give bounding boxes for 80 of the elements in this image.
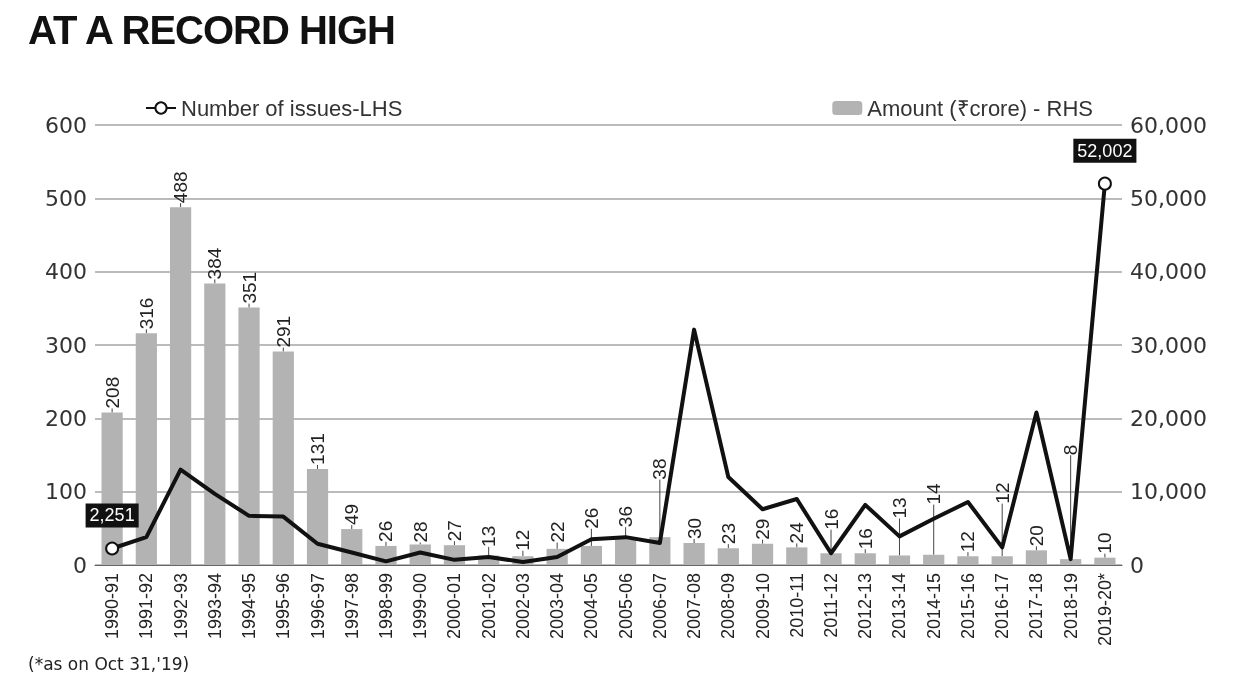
x-tick-label: 2013-14: [889, 573, 910, 640]
x-tick-label: 2006-07: [649, 573, 670, 640]
data-label: 488: [170, 171, 192, 204]
x-tick-label: 1998-99: [375, 573, 396, 640]
data-label: 13: [888, 497, 910, 519]
data-label: 12: [957, 531, 979, 553]
x-tick-label: 2001-02: [478, 573, 499, 640]
y-tick-label: 200: [45, 405, 87, 431]
data-label: 10: [1094, 532, 1116, 554]
x-tick-label: 1999-00: [410, 573, 431, 640]
data-label: 22: [546, 521, 568, 543]
y2-tick-label: 50,000: [1130, 185, 1207, 211]
x-tick-label: 2008-09: [718, 573, 739, 640]
data-label: 29: [752, 518, 774, 540]
data-label: 13: [478, 525, 500, 547]
legend-label: Amount (₹crore) - RHS: [867, 95, 1094, 121]
data-label: 30: [683, 517, 705, 539]
x-tick-label: 2015-16: [957, 573, 978, 640]
x-tick-label: 2017-18: [1026, 573, 1047, 640]
data-label: 14: [923, 483, 945, 505]
x-tick-label: 1992-93: [170, 573, 191, 640]
data-label: 23: [717, 522, 739, 545]
data-label: 131: [307, 433, 329, 465]
data-label: 384: [204, 247, 226, 280]
y2-tick-label: 20,000: [1130, 405, 1207, 431]
data-label: 2,251: [89, 505, 135, 526]
x-tick-label: 1993-94: [204, 573, 225, 640]
y2-tick-label: 10,000: [1130, 479, 1207, 505]
data-label: 8: [1060, 444, 1082, 456]
data-label: 20: [1025, 525, 1047, 547]
x-tick-label: 2012-13: [855, 573, 876, 640]
x-tick-label: 1996-97: [307, 573, 328, 640]
data-label: 316: [135, 297, 157, 330]
data-label: 26: [580, 507, 602, 529]
y-tick-label: 300: [45, 332, 87, 358]
y-tick-label: 100: [45, 479, 87, 505]
data-label: 12: [512, 529, 534, 551]
x-tick-label: 1995-96: [273, 573, 294, 640]
data-label: 36: [615, 505, 637, 528]
y2-tick-label: 60,000: [1130, 112, 1207, 138]
data-label: 16: [854, 528, 876, 550]
y2-tick-label: 0: [1130, 552, 1144, 578]
x-tick-label: 1990-91: [102, 573, 123, 640]
data-label: 49: [341, 503, 363, 526]
x-tick-label: 2016-17: [992, 573, 1013, 640]
data-label: 12: [991, 482, 1013, 504]
x-tick-label: 2009-10: [752, 573, 773, 640]
chart-title: AT A RECORD HIGH: [28, 8, 395, 53]
x-tick-label: 2014-15: [923, 573, 944, 640]
legend-label: Number of issues-LHS: [181, 95, 403, 121]
data-label: 208: [101, 376, 123, 409]
x-tick-label: 1994-95: [239, 573, 260, 640]
text: (*as on Oct 31,'19): [28, 654, 190, 674]
y-tick-label: 0: [73, 552, 87, 578]
y-tick-label: 600: [45, 112, 87, 138]
data-label: 351: [238, 271, 260, 304]
x-tick-label: 1991-92: [136, 573, 157, 640]
x-tick-label: 2003-04: [547, 573, 568, 640]
data-label: 291: [272, 315, 294, 348]
x-tick-label: 2007-08: [684, 573, 705, 640]
x-tick-label: 2002-03: [512, 573, 533, 640]
x-tick-label: 2010-11: [786, 573, 807, 638]
data-label: 28: [409, 521, 431, 543]
x-tick-label: 2019-20*: [1094, 573, 1115, 647]
data-label: 27: [443, 520, 465, 542]
data-label: 24: [786, 521, 808, 544]
y2-tick-label: 40,000: [1130, 259, 1207, 285]
x-tick-label: 2000-01: [444, 573, 465, 640]
x-tick-label: 2005-06: [615, 573, 636, 640]
data-label: 16: [820, 508, 842, 530]
x-tick-label: 2018-19: [1060, 573, 1081, 640]
x-tick-label: 2004-05: [581, 573, 602, 640]
y-tick-label: 400: [45, 259, 87, 285]
y-tick-label: 500: [45, 185, 87, 211]
data-label: 38: [649, 458, 671, 480]
data-label: 26: [375, 520, 397, 542]
x-tick-label: 2011-12: [821, 573, 842, 638]
data-label: 52,002: [1077, 140, 1133, 161]
x-tick-label: 1997-98: [341, 573, 362, 640]
y2-tick-label: 30,000: [1130, 332, 1207, 358]
